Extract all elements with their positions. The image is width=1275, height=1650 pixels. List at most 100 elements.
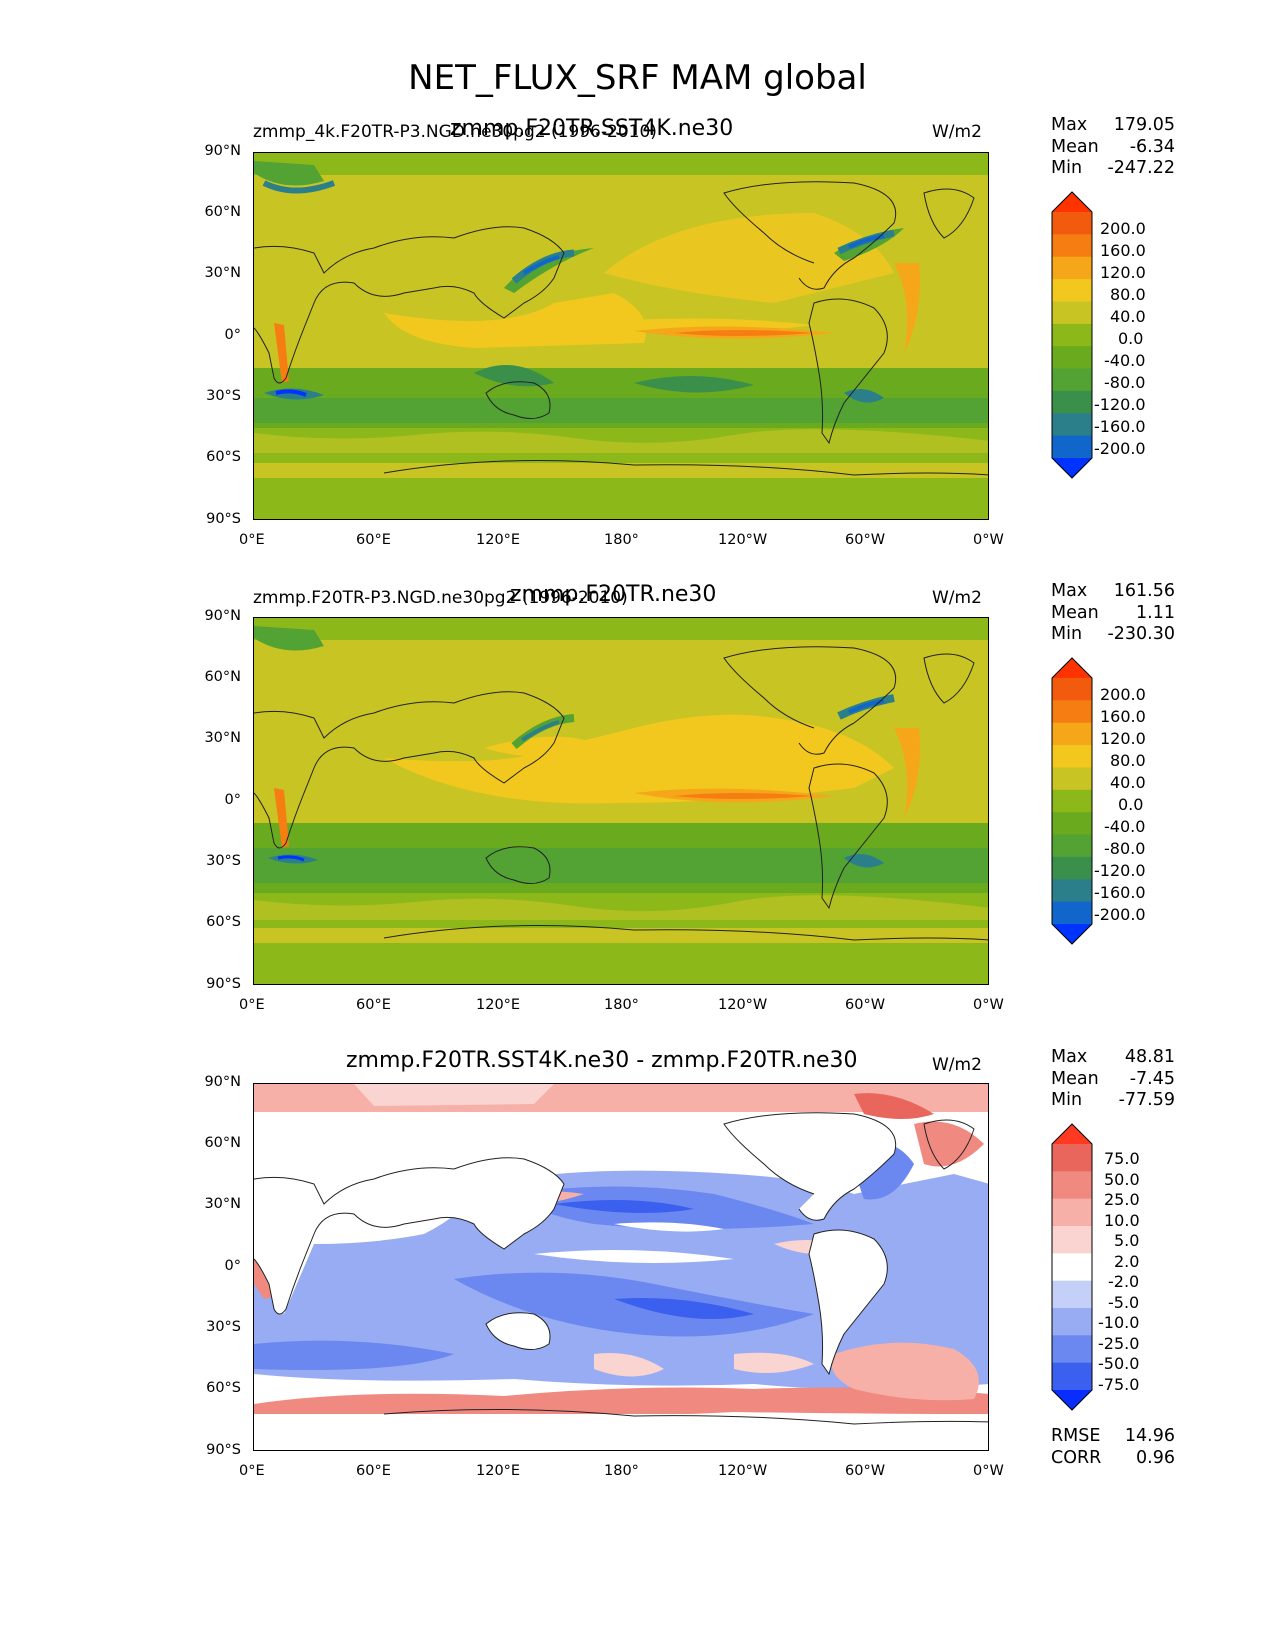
lat-tick: 60°N [204, 1135, 241, 1151]
colorbar-segment [1052, 301, 1092, 325]
min-label: Min [1051, 1090, 1083, 1110]
stats-block: Max 161.56 Mean 1.11 Min -230.30 [1051, 581, 1175, 646]
lon-tick: 180° [604, 997, 639, 1013]
max-value: 48.81 [1124, 1047, 1175, 1067]
colorbar-label: 80.0 [1110, 751, 1146, 770]
colorbar-label: 200.0 [1100, 685, 1146, 704]
colorbar-label: -120.0 [1094, 395, 1146, 414]
colorbar-label: 120.0 [1100, 729, 1146, 748]
colorbar-segment [1052, 256, 1092, 280]
lon-tick: 120°W [718, 532, 768, 548]
corr-value: 0.96 [1136, 1447, 1175, 1468]
colorbar-segment [1052, 1308, 1092, 1336]
lon-tick: 120°E [476, 997, 521, 1013]
colorbar-label: -80.0 [1104, 373, 1146, 392]
lon-tick: 0°W [973, 1463, 1004, 1479]
lat-tick: 90°N [204, 608, 241, 624]
colorbar-segment [1052, 212, 1092, 235]
lat-tick: 60°N [204, 669, 241, 685]
mean-label: Mean [1051, 136, 1099, 157]
lon-tick: 0°W [973, 997, 1004, 1013]
rmse-label: RMSE [1051, 1426, 1101, 1446]
colorbar-segment [1052, 722, 1092, 746]
colorbar-extend-min [1052, 458, 1092, 478]
lon-tick: 60°W [845, 997, 886, 1013]
colorbar-segment [1052, 413, 1092, 437]
colorbar-label: 75.0 [1104, 1149, 1140, 1168]
lat-tick: 0° [224, 792, 241, 808]
colorbar-segment [1052, 789, 1092, 813]
colorbar-label: -80.0 [1104, 839, 1146, 858]
colorbar-label: 80.0 [1110, 285, 1146, 304]
colorbar-segment [1052, 368, 1092, 392]
colorbar-segment [1052, 346, 1092, 370]
colorbar-segment [1052, 901, 1092, 925]
colorbar-extend-min [1052, 1390, 1092, 1410]
panel-title: zmmp.F20TR.ne30 [510, 582, 717, 607]
colorbar-label: 0.0 [1118, 795, 1144, 814]
colorbar-segment [1052, 279, 1092, 302]
lon-tick: 120°W [718, 1463, 768, 1479]
colorbar-segment [1052, 1335, 1092, 1364]
colorbar-outline [1051, 191, 1093, 479]
mean-value: -7.45 [1129, 1068, 1175, 1089]
rmse-corr-block: RMSE 14.96 CORR 0.96 [1051, 1426, 1175, 1469]
lat-tick: 30°N [204, 1196, 241, 1212]
colorbar-label: 120.0 [1100, 263, 1146, 282]
lat-tick: 90°N [204, 143, 241, 159]
lon-tick: 60°E [356, 997, 391, 1013]
flux-contour-map [254, 618, 988, 984]
min-value: -247.22 [1107, 158, 1175, 178]
colorbar-label: 160.0 [1100, 707, 1146, 726]
lon-tick: 120°W [718, 997, 768, 1013]
lat-tick: 0° [224, 1258, 241, 1274]
colorbar-label: 200.0 [1100, 219, 1146, 238]
units-label: W/m2 [932, 122, 982, 142]
colorbar-extend-max [1052, 1124, 1092, 1144]
colorbar-segment [1052, 234, 1092, 258]
colorbar-segment [1052, 1362, 1092, 1391]
colorbar-segment [1052, 1144, 1092, 1172]
lon-tick: 120°E [476, 1463, 521, 1479]
colorbar-label: -50.0 [1098, 1354, 1140, 1373]
colorbar-label: -10.0 [1098, 1313, 1140, 1332]
colorbar-label: -40.0 [1104, 817, 1146, 836]
colorbar-label: -160.0 [1094, 883, 1146, 902]
lon-tick: 180° [604, 532, 639, 548]
colorbar-label: 50.0 [1104, 1170, 1140, 1189]
max-value: 161.56 [1113, 581, 1175, 601]
mean-value: 1.11 [1136, 602, 1175, 623]
colorbar-outline [1051, 1123, 1093, 1411]
lon-tick: 0°W [973, 532, 1004, 548]
lon-tick: 120°E [476, 532, 521, 548]
colorbar-segment [1052, 678, 1092, 701]
lon-tick: 60°W [845, 1463, 886, 1479]
lat-tick: 30°S [206, 388, 241, 404]
map-plot [253, 152, 989, 520]
lon-tick: 180° [604, 1463, 639, 1479]
lat-tick: 60°N [204, 204, 241, 220]
colorbar-segment [1052, 834, 1092, 858]
colorbar-label: 5.0 [1114, 1231, 1140, 1250]
colorbar-label: -25.0 [1098, 1334, 1140, 1353]
colorbar-segment [1052, 1280, 1092, 1309]
max-value: 179.05 [1113, 115, 1175, 135]
flux-contour-map [254, 153, 988, 519]
colorbar-segment [1052, 1198, 1092, 1227]
lat-tick: 60°S [206, 449, 241, 465]
lon-tick: 60°E [356, 532, 391, 548]
lon-tick: 0°E [239, 532, 265, 548]
colorbar-label: 0.0 [1118, 329, 1144, 348]
min-label: Min [1051, 624, 1083, 644]
colorbar-segment [1052, 1226, 1092, 1254]
colorbar-segment [1052, 745, 1092, 768]
map-plot [253, 1083, 989, 1451]
colorbar-label: 25.0 [1104, 1190, 1140, 1209]
lon-tick: 60°E [356, 1463, 391, 1479]
panel-subtitle: zmmp.F20TR-P3.NGD.ne30pg2 (1996-2010) [253, 588, 628, 608]
colorbar-label: 2.0 [1114, 1252, 1140, 1271]
stats-block: Max 48.81 Mean -7.45 Min -77.59 [1051, 1047, 1175, 1112]
max-label: Max [1051, 115, 1088, 135]
colorbar-extend-max [1052, 192, 1092, 212]
colorbar-label: -40.0 [1104, 351, 1146, 370]
